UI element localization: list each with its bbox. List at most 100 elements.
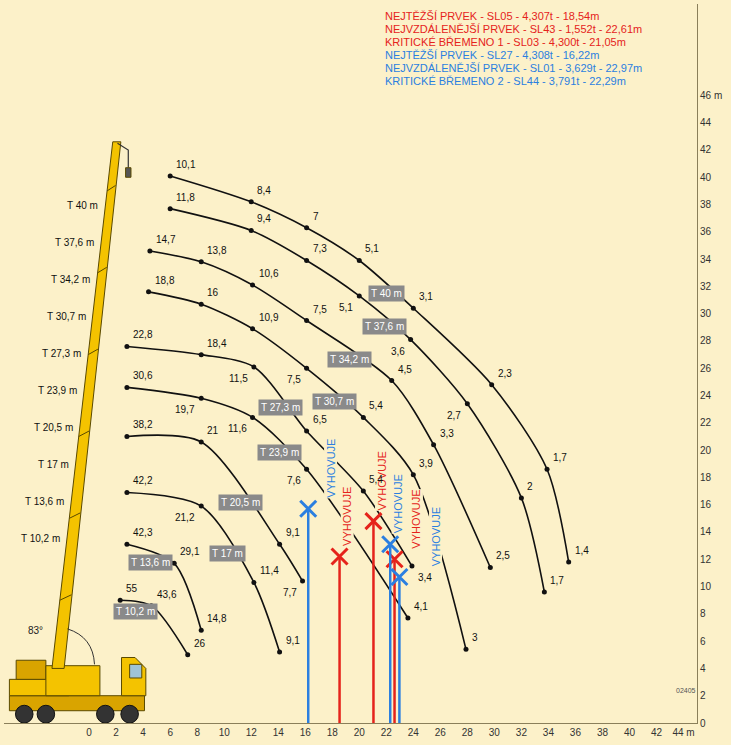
svg-text:55: 55 <box>126 583 138 594</box>
svg-text:VYHOVUJE: VYHOVUJE <box>410 489 422 548</box>
svg-text:30,6: 30,6 <box>133 370 153 381</box>
svg-text:42: 42 <box>700 144 712 155</box>
svg-text:0: 0 <box>700 718 706 729</box>
svg-text:10: 10 <box>700 581 712 592</box>
svg-text:12: 12 <box>700 554 712 565</box>
svg-text:30: 30 <box>489 727 501 738</box>
svg-text:7,7: 7,7 <box>283 587 297 598</box>
svg-text:14: 14 <box>273 727 285 738</box>
svg-text:T 27,3 m: T 27,3 m <box>261 402 300 413</box>
svg-text:KRITICKÉ BŘEMENO 1 - SL03 - 4,: KRITICKÉ BŘEMENO 1 - SL03 - 4,300t - 21,… <box>385 36 626 48</box>
svg-text:10,1: 10,1 <box>176 159 196 170</box>
svg-text:T 23,9 m: T 23,9 m <box>38 385 77 396</box>
svg-text:20: 20 <box>354 727 366 738</box>
svg-text:8,4: 8,4 <box>257 185 271 196</box>
svg-text:7,6: 7,6 <box>287 475 301 486</box>
svg-text:T 37,6 m: T 37,6 m <box>365 321 404 332</box>
svg-text:T 17 m: T 17 m <box>38 459 69 470</box>
svg-text:46 m: 46 m <box>700 90 722 101</box>
svg-text:KRITICKÉ BŘEMENO 2 - SL44 - 3,: KRITICKÉ BŘEMENO 2 - SL44 - 3,791t - 22,… <box>385 75 626 87</box>
svg-text:11,6: 11,6 <box>228 423 247 434</box>
svg-text:5,4: 5,4 <box>369 400 383 411</box>
svg-text:34: 34 <box>543 727 555 738</box>
svg-text:28: 28 <box>700 335 712 346</box>
svg-text:1,7: 1,7 <box>550 575 564 586</box>
svg-text:1,7: 1,7 <box>553 452 567 463</box>
svg-text:19,7: 19,7 <box>175 404 195 415</box>
svg-text:2,5: 2,5 <box>496 550 510 561</box>
svg-text:4,5: 4,5 <box>398 364 412 375</box>
svg-text:11,5: 11,5 <box>229 373 248 384</box>
svg-text:16: 16 <box>700 499 712 510</box>
svg-text:5,1: 5,1 <box>365 243 379 254</box>
svg-text:10,9: 10,9 <box>259 312 279 323</box>
svg-text:24: 24 <box>700 390 712 401</box>
svg-text:3,1: 3,1 <box>419 291 433 302</box>
svg-text:NEJVZDÁLENĚJŠÍ PRVEK - SL01 -: NEJVZDÁLENĚJŠÍ PRVEK - SL01 - 3,629t - 2… <box>385 62 642 74</box>
svg-text:NEJVZDÁLENĚJŠÍ PRVEK - SL43 -: NEJVZDÁLENĚJŠÍ PRVEK - SL43 - 1,552t - 2… <box>385 23 642 35</box>
svg-text:11,8: 11,8 <box>176 192 195 203</box>
svg-text:24: 24 <box>408 727 420 738</box>
svg-text:16: 16 <box>300 727 312 738</box>
svg-text:40: 40 <box>624 727 636 738</box>
svg-text:T 27,3 m: T 27,3 m <box>42 348 81 359</box>
svg-text:T 10,2 m: T 10,2 m <box>116 606 155 617</box>
svg-text:12: 12 <box>246 727 258 738</box>
svg-text:28: 28 <box>462 727 474 738</box>
svg-text:20: 20 <box>700 445 712 456</box>
svg-text:T 40 m: T 40 m <box>371 288 402 299</box>
svg-text:3,6: 3,6 <box>391 346 405 357</box>
svg-text:40: 40 <box>700 172 712 183</box>
svg-text:T 30,7 m: T 30,7 m <box>315 396 354 407</box>
svg-text:6: 6 <box>700 636 706 647</box>
svg-text:T 20,5 m: T 20,5 m <box>34 422 73 433</box>
svg-text:5,4: 5,4 <box>369 474 383 485</box>
svg-text:26: 26 <box>194 638 206 649</box>
svg-text:4,1: 4,1 <box>414 601 428 612</box>
svg-text:T 13,6 m: T 13,6 m <box>25 496 64 507</box>
svg-text:34: 34 <box>700 254 712 265</box>
svg-text:T 34,2 m: T 34,2 m <box>330 354 369 365</box>
svg-text:44: 44 <box>700 117 712 128</box>
svg-text:VYHOVUJE: VYHOVUJE <box>376 451 388 510</box>
svg-text:3: 3 <box>472 632 478 643</box>
svg-text:10: 10 <box>219 727 231 738</box>
svg-text:4: 4 <box>700 663 706 674</box>
svg-text:2,3: 2,3 <box>498 368 512 379</box>
svg-text:38: 38 <box>700 199 712 210</box>
svg-text:43,6: 43,6 <box>157 589 177 600</box>
svg-text:T 23,9 m: T 23,9 m <box>260 447 299 458</box>
svg-text:3,3: 3,3 <box>440 428 454 439</box>
svg-text:14,7: 14,7 <box>156 234 176 245</box>
svg-text:30: 30 <box>700 308 712 319</box>
svg-text:3,4: 3,4 <box>418 572 432 583</box>
svg-text:26: 26 <box>700 363 712 374</box>
svg-text:2: 2 <box>113 727 119 738</box>
svg-text:42: 42 <box>651 727 663 738</box>
svg-text:VYHOVUJE: VYHOVUJE <box>325 439 337 498</box>
svg-text:38,2: 38,2 <box>133 419 153 430</box>
svg-text:VYHOVUJE: VYHOVUJE <box>341 487 353 546</box>
svg-text:36: 36 <box>700 226 712 237</box>
svg-text:5,1: 5,1 <box>339 302 353 313</box>
svg-text:T 17 m: T 17 m <box>212 548 243 559</box>
svg-text:42,3: 42,3 <box>133 527 153 538</box>
svg-text:2: 2 <box>700 690 706 701</box>
svg-text:3,9: 3,9 <box>419 458 433 469</box>
svg-text:NEJTĚŽŠÍ PRVEK - SL05 - 4,307t: NEJTĚŽŠÍ PRVEK - SL05 - 4,307t - 18,54m <box>385 10 599 22</box>
svg-text:0: 0 <box>86 727 92 738</box>
svg-text:T 10,2 m: T 10,2 m <box>21 533 60 544</box>
svg-text:9,1: 9,1 <box>286 527 300 538</box>
svg-text:VYHOVUJE: VYHOVUJE <box>392 474 404 533</box>
svg-text:38: 38 <box>597 727 609 738</box>
svg-text:29,1: 29,1 <box>180 546 200 557</box>
svg-text:NEJTĚŽŠÍ PRVEK - SL27 - 4,308t: NEJTĚŽŠÍ PRVEK - SL27 - 4,308t - 16,22m <box>385 49 599 61</box>
svg-text:T 30,7 m: T 30,7 m <box>47 311 86 322</box>
svg-text:1,4: 1,4 <box>575 545 589 556</box>
svg-text:18,8: 18,8 <box>155 275 175 286</box>
svg-text:14,8: 14,8 <box>207 613 227 624</box>
svg-text:T 20,5 m: T 20,5 m <box>221 497 260 508</box>
svg-text:18: 18 <box>327 727 339 738</box>
svg-text:8: 8 <box>194 727 200 738</box>
svg-text:02405: 02405 <box>676 687 696 694</box>
